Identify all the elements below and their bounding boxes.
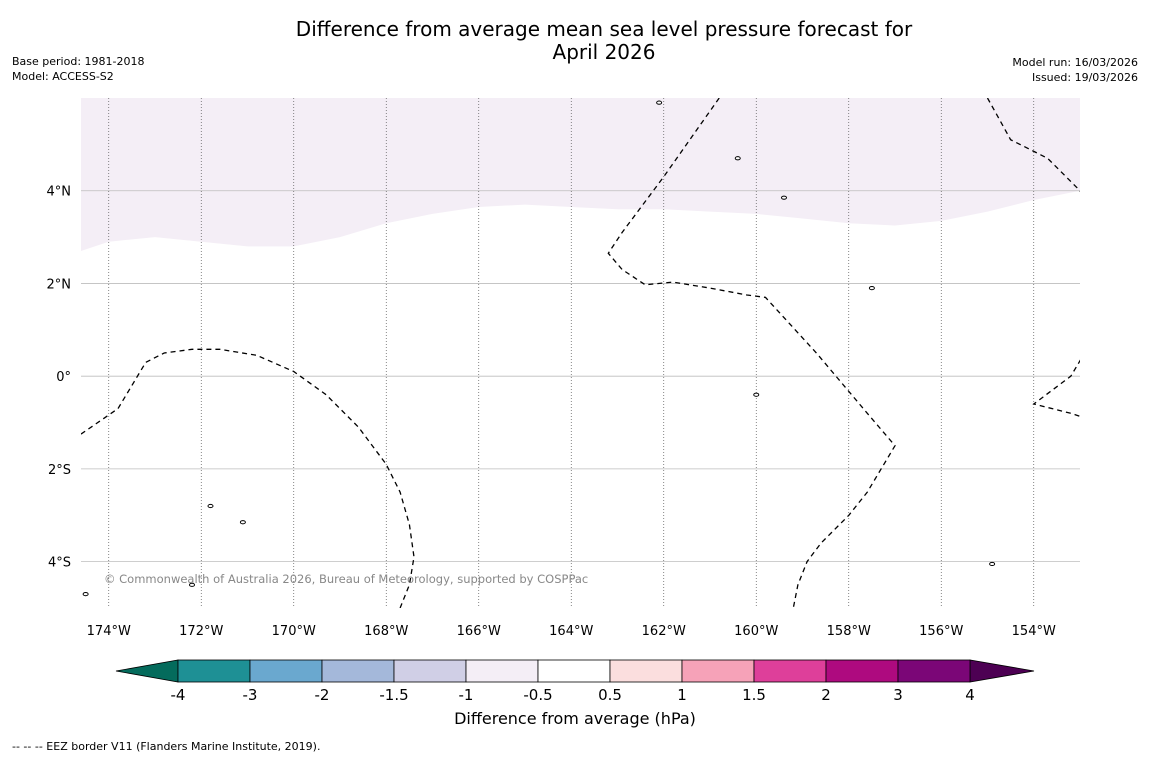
colorbar-tick-label: 1 — [677, 686, 687, 704]
colorbar-bin — [609, 659, 683, 683]
y-tick-label: 2°N — [47, 277, 72, 292]
model-name: Model: ACCESS-S2 — [12, 70, 114, 83]
island-outline — [989, 561, 996, 567]
x-tick-label: 162°W — [642, 624, 686, 639]
copyright-text: © Commonwealth of Australia 2026, Bureau… — [104, 572, 588, 586]
x-tick-label: 156°W — [919, 624, 963, 639]
eez-border-line — [81, 348, 415, 608]
meta-left: Base period: 1981-2018 Model: ACCESS-S2 — [12, 54, 144, 84]
colorbar-bin — [825, 659, 899, 683]
y-tick-label: 0° — [56, 370, 71, 385]
colorbar-bin — [393, 659, 467, 683]
colorbar-bin — [537, 659, 611, 683]
island-outline — [781, 195, 787, 200]
y-tick-label: 4°S — [48, 556, 71, 571]
x-tick-label: 170°W — [272, 624, 316, 639]
colorbar-tick-label: 2 — [821, 686, 831, 704]
colorbar-tick-label: -0.5 — [523, 686, 552, 704]
x-tick-label: 158°W — [827, 624, 871, 639]
colorbar-tick-label: 3 — [893, 686, 903, 704]
eez-border-line — [607, 98, 896, 608]
island-outline — [734, 156, 741, 161]
base-period: Base period: 1981-2018 — [12, 55, 145, 68]
island-outline — [868, 285, 875, 291]
meta-right: Model run: 16/03/2026 Issued: 19/03/2026 — [1012, 55, 1138, 85]
anomaly-region-fill — [81, 98, 1080, 251]
island-outline — [82, 591, 89, 597]
title-line-2: April 2026 — [552, 40, 656, 64]
island-outline — [656, 100, 663, 105]
x-tick-label: 154°W — [1012, 624, 1056, 639]
colorbar-bin — [177, 659, 251, 683]
x-tick-label: 164°W — [549, 624, 593, 639]
map-area: © Commonwealth of Australia 2026, Bureau… — [81, 98, 1080, 608]
colorbar-tick-label: 1.5 — [742, 686, 766, 704]
colorbar-tick-label: -1.5 — [379, 686, 408, 704]
colorbar-tick-label: -1 — [459, 686, 474, 704]
colorbar-title: Difference from average (hPa) — [454, 709, 696, 728]
eez-border-line — [986, 98, 1080, 418]
island-outline — [189, 582, 195, 587]
colorbar-bin — [681, 659, 755, 683]
x-tick-label: 172°W — [179, 624, 223, 639]
colorbar-bin — [249, 659, 323, 683]
y-tick-label: 4°N — [47, 185, 72, 200]
colorbar-over-triangle — [969, 659, 1035, 683]
footnote-eez: -- -- -- EEZ border V11 (Flanders Marine… — [12, 740, 321, 753]
x-tick-label: 166°W — [457, 624, 501, 639]
colorbar-tick-label: 0.5 — [598, 686, 622, 704]
colorbar-tick-label: -2 — [315, 686, 330, 704]
issued-date: Issued: 19/03/2026 — [1031, 71, 1138, 84]
title-line-1: Difference from average mean sea level p… — [295, 17, 913, 41]
x-tick-label: 168°W — [364, 624, 408, 639]
y-tick-label: 2°S — [48, 463, 71, 478]
x-tick-label: 174°W — [87, 624, 131, 639]
colorbar-bin — [897, 659, 971, 683]
model-run: Model run: 16/03/2026 — [1012, 56, 1138, 69]
x-tick-label: 160°W — [734, 624, 778, 639]
colorbar-bin — [753, 659, 827, 683]
colorbar-bin — [321, 659, 395, 683]
colorbar-bin — [465, 659, 539, 683]
chart-title: Difference from average mean sea level p… — [0, 18, 1150, 64]
colorbar-under-triangle — [115, 659, 179, 683]
island-outline — [207, 503, 214, 509]
island-outline — [753, 392, 760, 397]
colorbar-tick-label: 4 — [965, 686, 975, 704]
colorbar-tick-label: -4 — [171, 686, 186, 704]
island-outline — [239, 520, 246, 525]
colorbar-tick-label: -3 — [243, 686, 258, 704]
